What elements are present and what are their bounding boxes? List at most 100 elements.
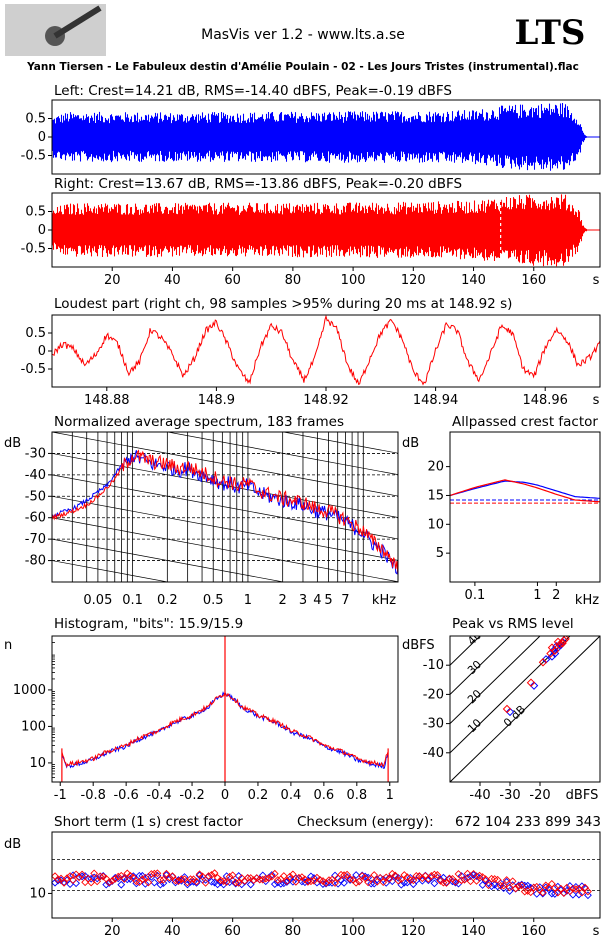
short-term-crest-ytick-label: 10 <box>29 886 46 901</box>
average-spectrum-frame <box>51 431 399 583</box>
short-term-crest-point-left <box>578 882 586 891</box>
peak-vs-rms-ytick-label: -30 <box>423 717 444 732</box>
short-term-crest-xtick-label: 120 <box>401 924 426 939</box>
peak-vs-rms-diagonal-label: 30 <box>465 658 484 677</box>
short-term-crest-point-right <box>358 872 367 880</box>
loudest-part-ytick-label: 0 <box>38 344 46 359</box>
short-term-crest-point-right <box>331 879 339 887</box>
loudest-part-title: Loudest part (right ch, 98 samples >95% … <box>54 296 512 312</box>
short-term-crest-xtick-label: 40 <box>164 924 181 939</box>
short-term-crest-point-right <box>418 874 427 883</box>
short-term-crest-point-right <box>87 878 96 887</box>
header: MasVis ver 1.2 - www.lts.a.se LTS Yann T… <box>5 4 586 73</box>
short-term-crest-point-left <box>72 879 80 888</box>
peak-vs-rms-point-left <box>541 655 551 664</box>
peak-vs-rms-diagonal <box>450 636 600 782</box>
short-term-crest-point-right <box>75 873 83 882</box>
short-term-crest-point-left <box>331 871 339 880</box>
short-term-crest-point-left <box>246 880 255 889</box>
short-term-crest-point-left <box>210 878 219 887</box>
short-term-crest-point-right <box>319 877 327 885</box>
short-term-crest-point-right <box>69 876 77 884</box>
allpassed-crest-ytick-label: 10 <box>427 517 444 532</box>
short-term-crest-point-right <box>499 881 508 890</box>
short-term-crest-point-right <box>379 878 388 887</box>
short-term-crest-point-left <box>313 878 321 887</box>
short-term-crest-point-left <box>403 878 412 887</box>
short-term-crest-point-right <box>508 877 517 886</box>
average-spectrum-xtick-label: 5 <box>324 593 332 608</box>
short-term-crest-point-right <box>484 881 493 890</box>
average-spectrum-slope-line <box>52 538 286 582</box>
short-term-crest-xtick-label: 100 <box>341 924 366 939</box>
short-term-crest-point-right <box>517 881 526 890</box>
short-term-crest-point-right <box>541 881 550 890</box>
histogram-xtick-label: 0.6 <box>314 788 335 803</box>
right-waveform-xtick-label: 40 <box>164 273 181 288</box>
histogram-ylabel: n <box>4 638 12 653</box>
short-term-crest-point-right <box>391 871 400 880</box>
short-term-crest-point-right <box>451 877 460 886</box>
short-term-crest-point-left <box>352 871 360 879</box>
short-term-crest-point-right <box>60 878 68 887</box>
average-spectrum-xtick-label: 4 <box>313 593 321 608</box>
allpassed-crest-ylabel: dB <box>402 436 419 451</box>
short-term-crest-point-right <box>403 873 412 882</box>
peak-vs-rms-point-right <box>538 658 548 667</box>
peak-vs-rms-diagonal-label: 40 <box>465 629 484 648</box>
short-term-crest-point-right <box>210 869 219 878</box>
allpassed-crest-ytick-label: 5 <box>436 546 444 561</box>
short-term-crest-point-left <box>117 880 126 889</box>
histogram-xtick-label: -0.4 <box>146 788 171 803</box>
short-term-crest-point-right <box>105 878 114 887</box>
allpassed-crest-series-right <box>449 479 601 503</box>
peak-vs-rms-point-right <box>550 646 560 655</box>
short-term-crest-point-right <box>505 883 514 892</box>
short-term-crest-point-right <box>313 873 321 882</box>
short-term-crest-point-left <box>550 890 559 898</box>
short-term-crest-point-right <box>198 872 207 881</box>
short-term-crest-point-left <box>337 876 345 885</box>
short-term-crest-point-left <box>162 871 171 879</box>
track-title: Yann Tiersen - Le Fabuleux destin d'Amél… <box>26 61 579 73</box>
short-term-crest-point-left <box>469 871 478 879</box>
allpassed-crest-frame <box>449 431 601 583</box>
short-term-crest-point-left <box>195 871 204 880</box>
short-term-crest-xtick-label: 20 <box>104 924 121 939</box>
short-term-crest-point-right <box>511 884 520 893</box>
allpassed-crest-ytick-label: 20 <box>427 460 444 475</box>
short-term-crest-point-right <box>204 872 213 880</box>
short-term-crest-point-left <box>66 880 74 888</box>
average-spectrum-series-right <box>52 449 398 576</box>
short-term-crest-point-right <box>397 875 406 884</box>
peak-vs-rms-diagonal <box>450 636 511 696</box>
short-term-crest-point-right <box>93 877 102 886</box>
average-spectrum-series-left <box>52 450 398 575</box>
peak-vs-rms-ylabel: dBFS <box>402 638 435 653</box>
peak-vs-rms-diagonal <box>450 636 541 725</box>
short-term-crest-frame <box>51 831 601 919</box>
peak-vs-rms-point-right <box>561 636 570 644</box>
short-term-crest-point-right <box>409 876 418 885</box>
short-term-crest-point-right <box>135 878 144 887</box>
short-term-crest-point-right <box>141 873 150 882</box>
short-term-crest-point-left <box>340 878 348 887</box>
peak-vs-rms-title: Peak vs RMS level <box>452 616 574 632</box>
histogram-ytick-label: 10 <box>29 756 46 771</box>
histogram-xtick-label: 1 <box>386 788 394 803</box>
short-term-crest-point-left <box>397 880 406 889</box>
histogram-title: Histogram, "bits": 15.9/15.9 <box>54 616 243 632</box>
average-spectrum-ylabel: dB <box>4 436 21 451</box>
short-term-crest-point-right <box>415 872 424 880</box>
right-waveform-ytick-label: 0.5 <box>25 205 46 220</box>
short-term-crest-point-right <box>298 873 306 881</box>
short-term-crest-point-left <box>270 880 279 889</box>
histogram-chart: Histogram, "bits": 15.9/15.9n101001000-1… <box>4 616 399 803</box>
short-term-crest-point-right <box>433 871 442 879</box>
loudest-part-xtick-label: 148.94 <box>413 393 459 408</box>
right-waveform-xtick-label: 60 <box>224 273 241 288</box>
short-term-crest-ylabel: dB <box>4 837 21 852</box>
short-term-crest-point-right <box>126 871 135 880</box>
short-term-crest-point-right <box>144 878 153 887</box>
short-term-crest-point-right <box>108 876 117 885</box>
